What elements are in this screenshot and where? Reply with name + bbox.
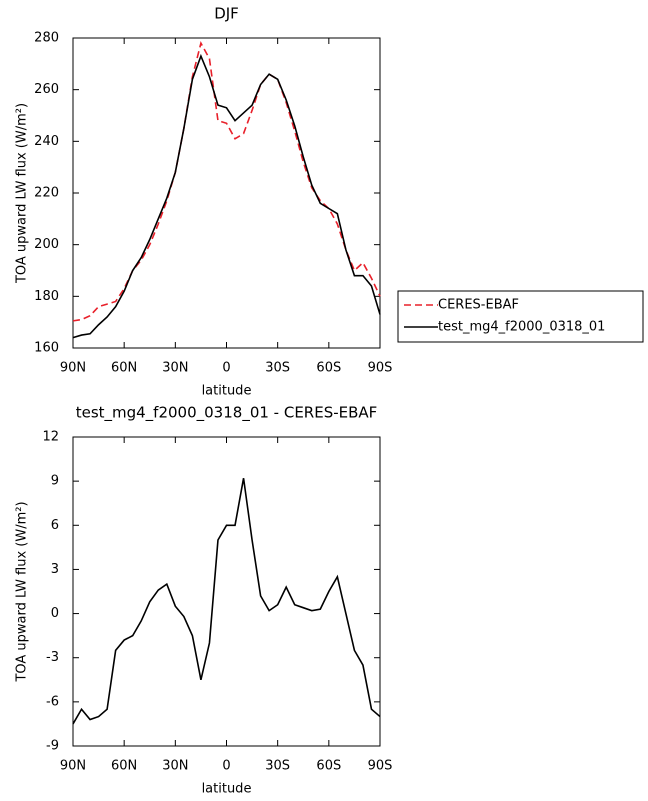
x-tick-label: 90S (368, 361, 393, 376)
x-tick-label: 0 (222, 759, 230, 774)
y-tick-label: 160 (34, 341, 59, 356)
chart-title: DJF (214, 5, 239, 23)
x-tick-label: 30N (162, 759, 188, 774)
x-tick-label: 30S (265, 759, 290, 774)
x-tick-label: 30N (162, 361, 188, 376)
x-tick-label: 90S (368, 759, 393, 774)
x-tick-label: 30S (265, 361, 290, 376)
x-tick-label: 0 (222, 361, 230, 376)
plot-frame (72, 436, 381, 747)
y-tick-label: 220 (34, 186, 59, 201)
x-tick-label: 60N (111, 759, 137, 774)
data-line (72, 41, 381, 322)
y-tick-label: 280 (34, 31, 59, 46)
y-tick-label: 3 (51, 562, 59, 577)
y-tick-label: 6 (51, 518, 59, 533)
y-tick-label: 0 (51, 606, 59, 621)
x-tick-label: 60N (111, 361, 137, 376)
y-tick-label: -9 (46, 739, 59, 754)
x-axis-label: latitude (202, 384, 252, 399)
legend-label: CERES-EBAF (438, 298, 519, 313)
legend-box (397, 290, 644, 343)
y-tick-label: 9 (51, 474, 59, 489)
y-tick-label: 240 (34, 134, 59, 149)
y-tick-label: 180 (34, 289, 59, 304)
y-tick-label: -6 (46, 694, 59, 709)
y-tick-label: 200 (34, 237, 59, 252)
x-tick-label: 90N (60, 361, 86, 376)
y-tick-label: 260 (34, 82, 59, 97)
y-tick-label: 12 (42, 430, 59, 445)
legend-label: test_mg4_f2000_0318_01 (438, 320, 605, 335)
data-line (72, 53, 381, 339)
x-tick-label: 60S (316, 361, 341, 376)
chart-title: test_mg4_f2000_0318_01 - CERES-EBAF (76, 404, 378, 423)
y-tick-label: -3 (46, 650, 59, 665)
x-axis-label: latitude (202, 782, 252, 797)
x-tick-label: 90N (60, 759, 86, 774)
y-axis-label: TOA upward LW flux (W/m²) (15, 501, 30, 682)
x-tick-label: 60S (316, 759, 341, 774)
y-axis-label: TOA upward LW flux (W/m²) (15, 103, 30, 284)
data-line (72, 478, 381, 725)
